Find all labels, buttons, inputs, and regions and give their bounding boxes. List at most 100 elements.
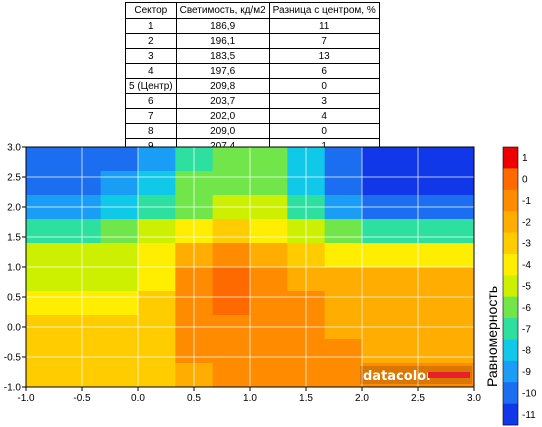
heatmap-cell bbox=[324, 363, 363, 388]
table-row: 2 196,1 7 bbox=[125, 33, 380, 49]
colorbar: 1 0 -1 -2 -3 -4 -5 -6 -7 -8 -9 -10 -11 bbox=[502, 146, 537, 426]
colorbar-swatch bbox=[503, 296, 518, 319]
colorbar-swatch bbox=[503, 275, 518, 297]
colorbar-label: -1 bbox=[522, 196, 531, 207]
logo-text: datacolor bbox=[363, 369, 433, 384]
heatmap-cell bbox=[436, 147, 475, 172]
heatmap-cell bbox=[212, 291, 251, 316]
heatmap-cell bbox=[436, 267, 475, 292]
colorbar-label: -9 bbox=[522, 367, 531, 378]
heatmap-cell bbox=[250, 363, 288, 388]
datacolor-logo: datacolor bbox=[360, 366, 472, 384]
heatmap-cell bbox=[362, 243, 400, 268]
heatmap-cell bbox=[26, 243, 64, 268]
x-tick-label: 0.0 bbox=[131, 393, 145, 404]
y-tick-label: 1.0 bbox=[7, 263, 21, 274]
heatmap-cell bbox=[250, 243, 288, 268]
heatmap-cell bbox=[100, 291, 139, 316]
heatmap-cell bbox=[138, 363, 176, 388]
heatmap-cell bbox=[324, 267, 363, 292]
heatmap-cell bbox=[324, 291, 363, 316]
logo-red-bar bbox=[428, 372, 470, 378]
colorbar-label: -8 bbox=[522, 346, 531, 357]
heatmap-cell bbox=[324, 147, 363, 172]
heatmap-cell bbox=[100, 171, 139, 196]
heatmap-cell bbox=[436, 339, 475, 364]
heatmap-cell bbox=[26, 363, 64, 388]
x-tick-label: 1.5 bbox=[299, 393, 313, 404]
heatmap-cell bbox=[324, 339, 363, 364]
heatmap-cell bbox=[436, 291, 475, 316]
heatmap-cell bbox=[362, 147, 400, 172]
heatmap-cell bbox=[362, 171, 400, 196]
x-tick-label: 0.5 bbox=[187, 393, 201, 404]
heatmap-cell bbox=[212, 363, 251, 388]
colorbar-swatch bbox=[503, 168, 518, 191]
heatmap-cell bbox=[100, 147, 139, 172]
x-tick-label: -1.0 bbox=[17, 393, 35, 404]
logo-background bbox=[360, 366, 472, 384]
y-tick-label: 3.0 bbox=[7, 143, 21, 154]
heatmap-cell bbox=[26, 339, 64, 364]
heatmap-cell bbox=[26, 171, 64, 196]
colorbar-swatch bbox=[503, 147, 518, 169]
colorbar-swatch bbox=[503, 189, 518, 212]
heatmap-cell bbox=[212, 243, 251, 268]
y-tick-label: -1.0 bbox=[4, 383, 22, 394]
heatmap-cell bbox=[26, 147, 64, 172]
colorbar-swatch bbox=[503, 253, 518, 276]
colorbar-label: 0 bbox=[522, 175, 528, 186]
colorbar-label: -11 bbox=[522, 410, 536, 421]
colorbar-label: -3 bbox=[522, 239, 531, 250]
x-tick-label: -0.5 bbox=[73, 393, 91, 404]
y-axis-ticks: 3.0 2.5 2.0 1.5 1.0 0.5 0.0 -0.5 -1.0 bbox=[4, 143, 26, 394]
heatmap-cell bbox=[324, 171, 363, 196]
colorbar-label: -2 bbox=[522, 217, 531, 228]
heatmap-cell bbox=[250, 219, 288, 244]
y-tick-label: 1.5 bbox=[7, 233, 21, 244]
y-tick-label: 0.5 bbox=[7, 293, 21, 304]
colorbar-swatch bbox=[503, 211, 518, 233]
heatmap-cell bbox=[212, 339, 251, 364]
heatmap-cell bbox=[138, 339, 176, 364]
heatmap-cell bbox=[138, 267, 176, 292]
colorbar-swatch bbox=[503, 232, 518, 255]
heatmap-cell bbox=[100, 363, 139, 388]
heatmap-cell bbox=[250, 171, 288, 196]
heatmap-cell bbox=[138, 291, 176, 316]
heatmap-cell bbox=[138, 171, 176, 196]
heatmap-cell bbox=[26, 291, 64, 316]
colorbar-label: 1 bbox=[522, 153, 528, 164]
colorbar-frame bbox=[502, 146, 519, 426]
colorbar-swatch bbox=[503, 339, 518, 362]
heatmap-cell bbox=[212, 219, 251, 244]
colorbar-label: -6 bbox=[522, 303, 531, 314]
table-row: 3 183,5 13 bbox=[125, 48, 380, 64]
y-tick-label: -0.5 bbox=[4, 353, 22, 364]
heatmap-cell bbox=[324, 243, 363, 268]
heatmap-cell bbox=[362, 291, 400, 316]
x-tick-label: 1.0 bbox=[243, 393, 257, 404]
y-tick-label: 0.0 bbox=[7, 323, 21, 334]
heatmap-cell bbox=[436, 219, 475, 244]
heatmap-cell bbox=[250, 339, 288, 364]
colorbar-title: Равномерность bbox=[484, 286, 500, 387]
x-tick-label: 2.0 bbox=[355, 393, 369, 404]
heatmap-cell bbox=[362, 339, 400, 364]
table-row: 5 (Центр) 209,8 0 bbox=[125, 78, 380, 94]
colorbar-swatch bbox=[503, 360, 518, 383]
heatmap-cell bbox=[100, 339, 139, 364]
heatmap-cell bbox=[26, 219, 64, 244]
colorbar-swatch bbox=[503, 382, 518, 404]
heatmap-cell bbox=[100, 243, 139, 268]
heatmap-cell bbox=[250, 291, 288, 316]
heatmap-cell bbox=[212, 147, 251, 172]
luminance-table: Сектор Светимость, кд/м2 Разница с центр… bbox=[125, 2, 380, 154]
colorbar-label: -4 bbox=[522, 260, 531, 271]
table-row: 7 202,0 4 bbox=[125, 108, 380, 124]
heatmap-cell bbox=[138, 147, 176, 172]
y-tick-label: 2.0 bbox=[7, 203, 21, 214]
heatmap-cell bbox=[100, 267, 139, 292]
x-tick-label: 3.0 bbox=[467, 393, 481, 404]
